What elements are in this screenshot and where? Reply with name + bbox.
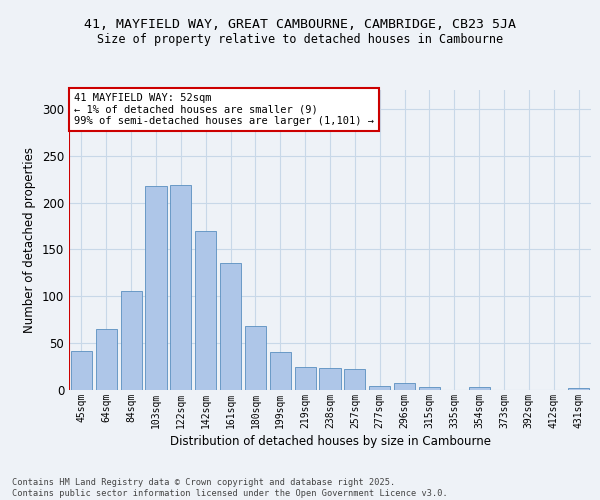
Bar (145, 186, 167, 390)
Bar (195, 230, 216, 390)
Bar (419, 387, 440, 390)
Y-axis label: Number of detached properties: Number of detached properties (23, 147, 37, 333)
Bar (245, 326, 266, 390)
Text: Size of property relative to detached houses in Cambourne: Size of property relative to detached ho… (97, 32, 503, 46)
Bar (220, 264, 241, 390)
Bar (96, 329, 117, 390)
Bar (170, 184, 191, 390)
Bar (71, 350, 92, 390)
Bar (394, 382, 415, 390)
Bar (469, 387, 490, 390)
Text: Contains HM Land Registry data © Crown copyright and database right 2025.
Contai: Contains HM Land Registry data © Crown c… (12, 478, 448, 498)
Bar (344, 370, 365, 390)
Bar (568, 388, 589, 390)
X-axis label: Distribution of detached houses by size in Cambourne: Distribution of detached houses by size … (170, 435, 491, 448)
Bar (121, 290, 142, 390)
Text: 41 MAYFIELD WAY: 52sqm
← 1% of detached houses are smaller (9)
99% of semi-detac: 41 MAYFIELD WAY: 52sqm ← 1% of detached … (74, 93, 374, 126)
Bar (319, 368, 341, 390)
Bar (270, 352, 291, 390)
Bar (295, 366, 316, 390)
Bar (369, 386, 390, 390)
Text: 41, MAYFIELD WAY, GREAT CAMBOURNE, CAMBRIDGE, CB23 5JA: 41, MAYFIELD WAY, GREAT CAMBOURNE, CAMBR… (84, 18, 516, 30)
